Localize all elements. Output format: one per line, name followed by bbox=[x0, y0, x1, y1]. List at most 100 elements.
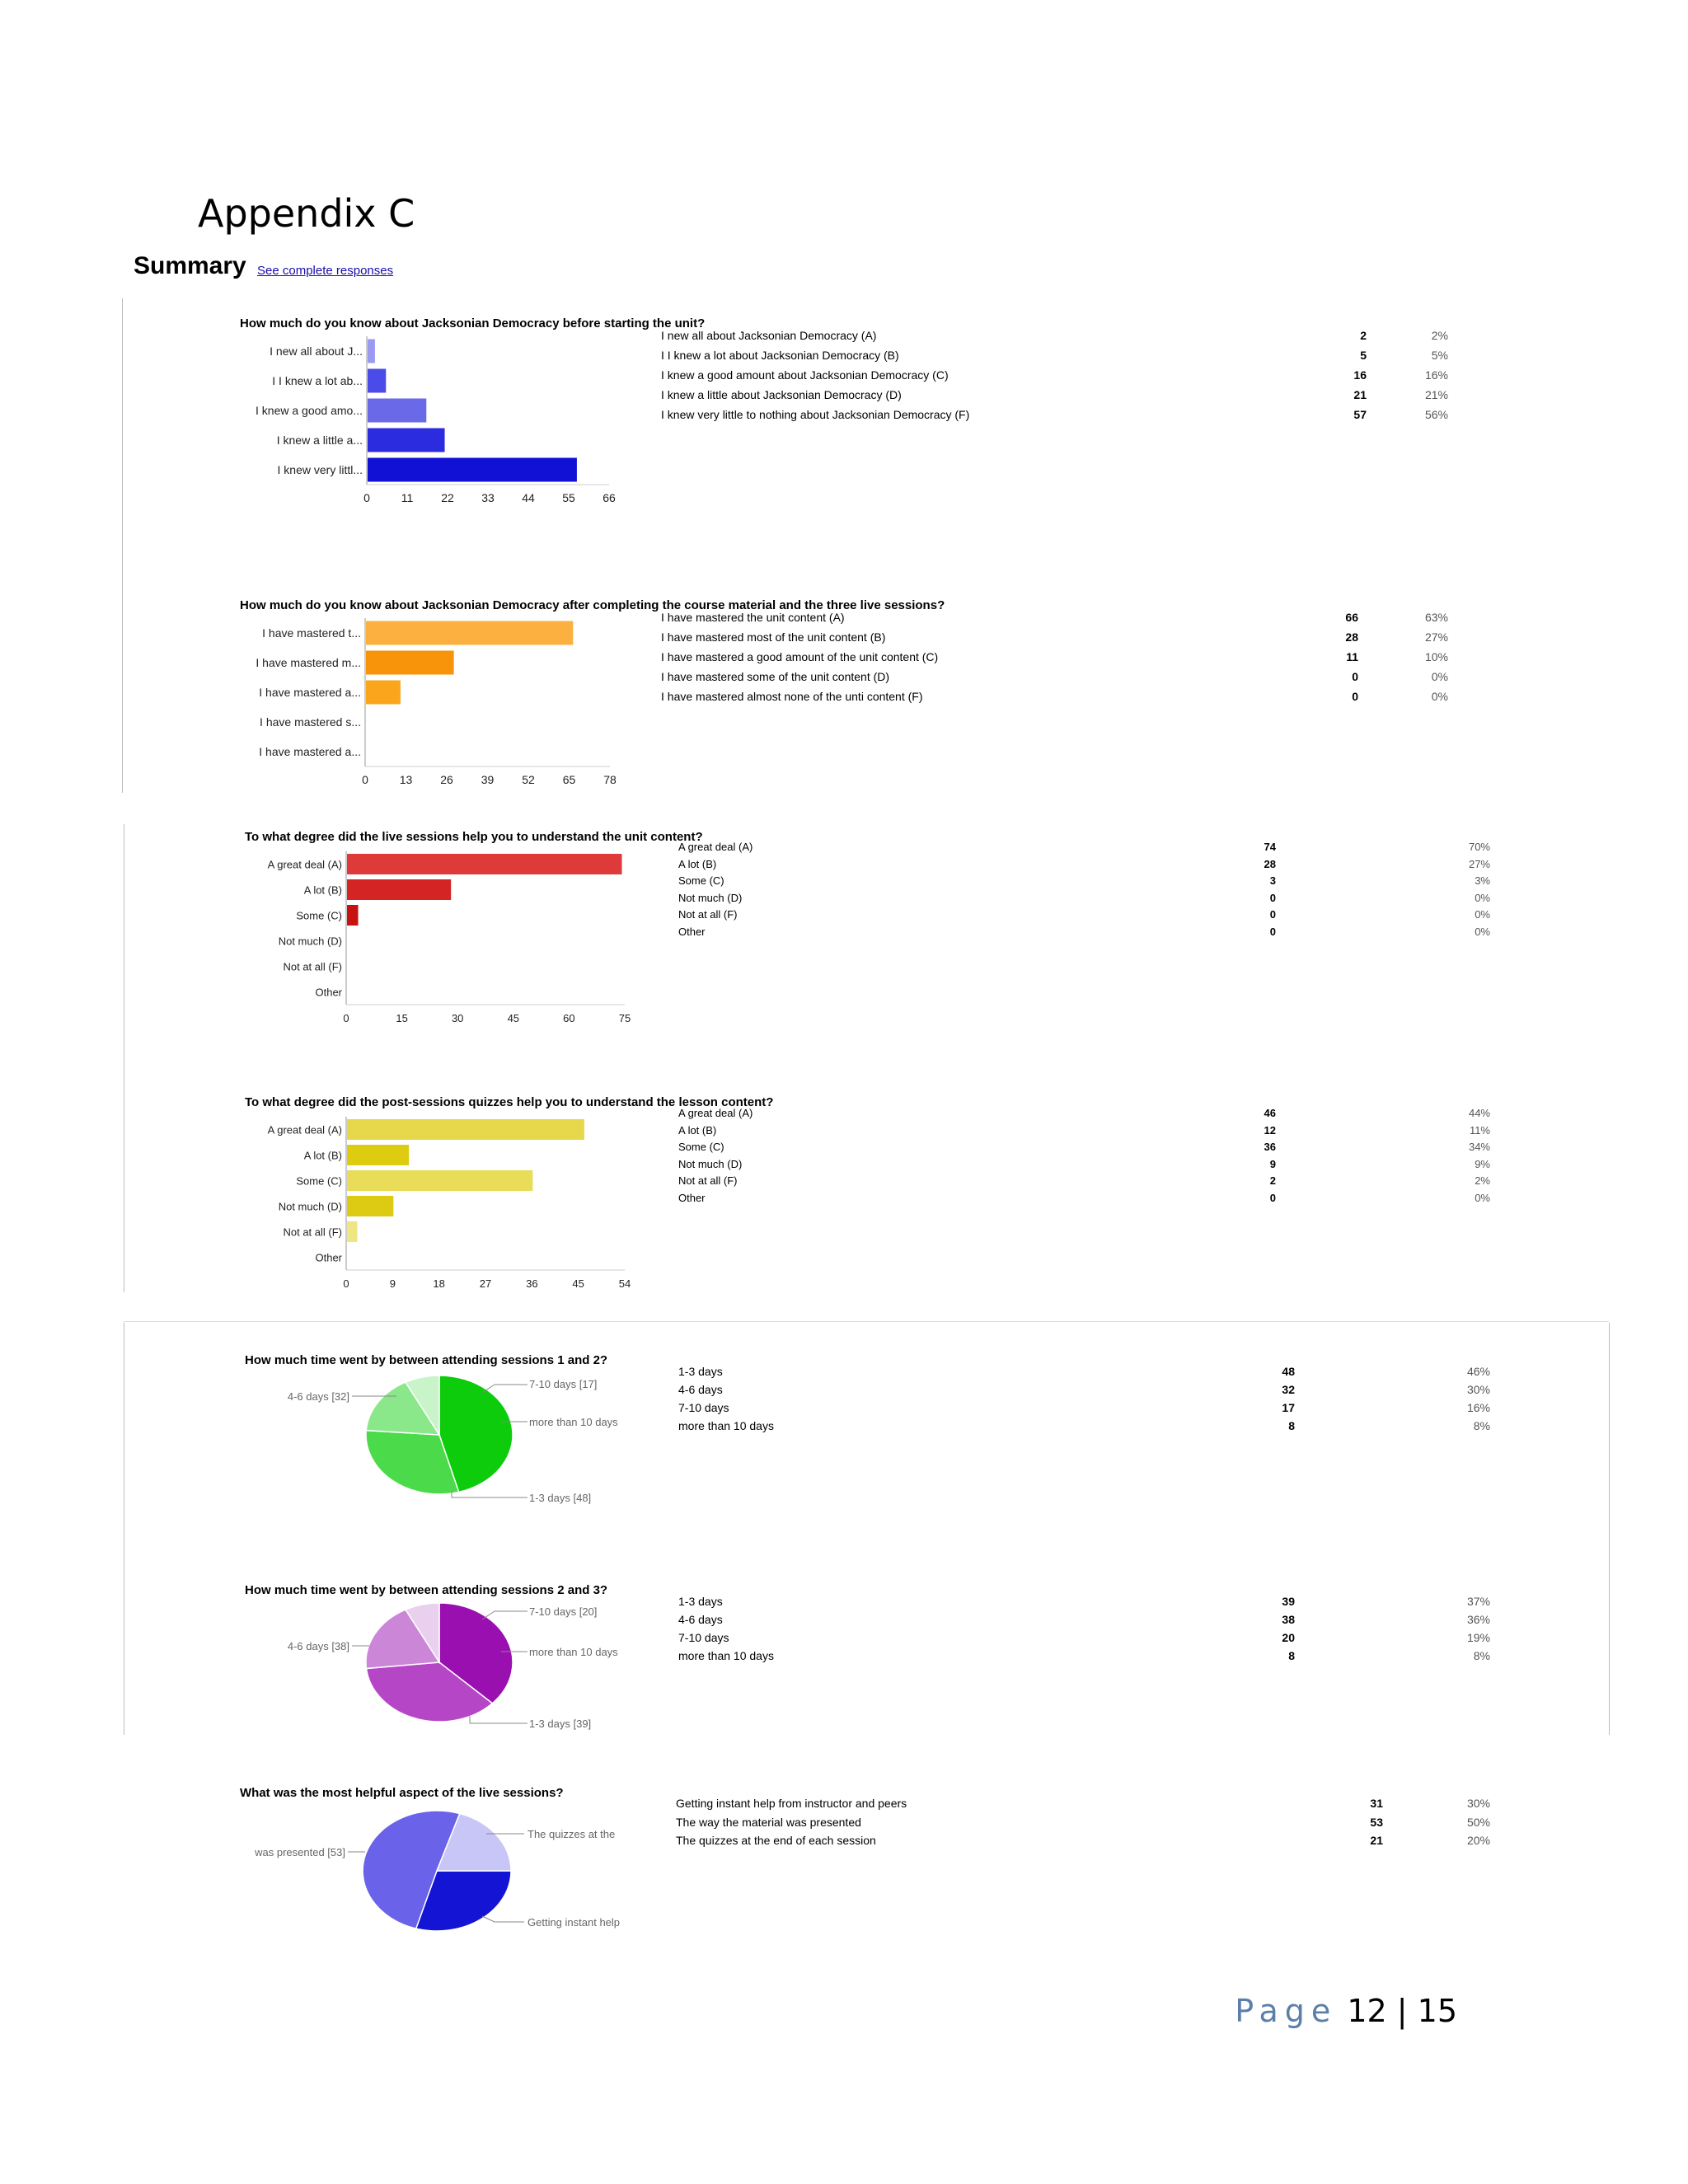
response-count: 2 bbox=[1360, 329, 1367, 342]
pie-slice bbox=[365, 1381, 441, 1436]
response-count: 16 bbox=[1353, 368, 1367, 382]
callout-leader-line bbox=[481, 1610, 528, 1620]
appendix-title: Appendix C bbox=[198, 191, 415, 236]
response-percent: 11% bbox=[1469, 1123, 1490, 1137]
answer-label: I knew very little to nothing about Jack… bbox=[661, 408, 970, 421]
x-tick-label: 75 bbox=[619, 1012, 631, 1024]
x-tick-label: 66 bbox=[603, 491, 616, 504]
response-percent: 37% bbox=[1466, 1595, 1490, 1608]
bar bbox=[347, 879, 452, 900]
x-tick-label: 18 bbox=[433, 1277, 444, 1290]
pie-slice bbox=[365, 1661, 494, 1722]
pie-callout-label: 4-6 days [32] bbox=[288, 1390, 349, 1403]
response-percent: 10% bbox=[1424, 650, 1448, 663]
answer-label: The way the material was presented bbox=[676, 1815, 861, 1829]
answer-label: I have mastered most of the unit content… bbox=[661, 630, 886, 644]
bar-category-label: Not at all (F) bbox=[283, 961, 342, 973]
response-count: 0 bbox=[1269, 925, 1276, 938]
see-complete-responses-link[interactable]: See complete responses bbox=[257, 264, 394, 278]
x-tick-label: 65 bbox=[563, 773, 576, 786]
response-count: 0 bbox=[1269, 891, 1276, 904]
response-percent: 16% bbox=[1466, 1401, 1490, 1414]
pie-callout-label: The quizzes at the bbox=[528, 1828, 615, 1840]
response-count: 38 bbox=[1282, 1613, 1295, 1626]
x-tick-label: 0 bbox=[343, 1012, 349, 1024]
response-percent: 8% bbox=[1473, 1649, 1490, 1662]
response-percent: 63% bbox=[1424, 611, 1448, 624]
response-count: 8 bbox=[1288, 1649, 1295, 1662]
answer-label: 4-6 days bbox=[678, 1613, 723, 1626]
callout-leader-line bbox=[481, 1915, 524, 1923]
bar bbox=[347, 1221, 358, 1242]
bar-category-label: Not much (D) bbox=[279, 1201, 342, 1213]
answer-label: I I knew a lot about Jacksonian Democrac… bbox=[661, 349, 899, 362]
answer-label: 1-3 days bbox=[678, 1365, 723, 1378]
bar-category-label: I have mastered t... bbox=[262, 626, 361, 640]
response-count: 5 bbox=[1360, 349, 1367, 362]
bar bbox=[368, 368, 387, 393]
response-count: 31 bbox=[1370, 1797, 1383, 1810]
x-tick-label: 0 bbox=[362, 773, 368, 786]
bar bbox=[347, 1119, 584, 1140]
x-tick-label: 78 bbox=[603, 773, 617, 786]
response-percent: 0% bbox=[1475, 925, 1490, 938]
x-tick-label: 30 bbox=[452, 1012, 463, 1024]
x-tick-label: 54 bbox=[619, 1277, 631, 1290]
pie-callout-label: more than 10 days bbox=[529, 1416, 618, 1428]
bar-category-label: Not much (D) bbox=[279, 935, 342, 948]
x-tick-label: 11 bbox=[401, 491, 414, 504]
bar-category-label: Other bbox=[315, 1252, 342, 1264]
x-tick-label: 60 bbox=[563, 1012, 574, 1024]
response-percent: 5% bbox=[1431, 349, 1448, 362]
x-tick-label: 44 bbox=[522, 491, 535, 504]
pie-slice bbox=[438, 1602, 513, 1704]
x-tick-label: 0 bbox=[343, 1277, 349, 1290]
response-count: 3 bbox=[1269, 874, 1276, 887]
answer-label: 4-6 days bbox=[678, 1383, 723, 1396]
response-percent: 27% bbox=[1424, 630, 1448, 644]
answer-label: A lot (B) bbox=[678, 1123, 717, 1137]
answer-label: more than 10 days bbox=[678, 1419, 774, 1432]
response-percent: 2% bbox=[1431, 329, 1448, 342]
answer-label: The quizzes at the end of each session bbox=[676, 1834, 876, 1847]
response-count: 66 bbox=[1345, 611, 1358, 624]
bar-category-label: I I knew a lot ab... bbox=[272, 374, 363, 387]
response-percent: 3% bbox=[1475, 874, 1490, 887]
answer-label: Getting instant help from instructor and… bbox=[676, 1797, 907, 1810]
response-count: 0 bbox=[1352, 670, 1358, 683]
response-percent: 2% bbox=[1475, 1174, 1490, 1187]
response-percent: 16% bbox=[1424, 368, 1448, 382]
x-tick-label: 27 bbox=[480, 1277, 491, 1290]
answer-label: Not at all (F) bbox=[678, 908, 738, 921]
pie-callout-label: 7-10 days [20] bbox=[529, 1605, 597, 1618]
callout-leader-line bbox=[481, 1384, 528, 1394]
pie-slice bbox=[365, 1429, 460, 1495]
pie-slice bbox=[362, 1810, 461, 1929]
frame-line bbox=[122, 298, 123, 793]
answer-label: more than 10 days bbox=[678, 1649, 774, 1662]
pie-slice bbox=[404, 1375, 440, 1437]
callout-leader-line bbox=[469, 1716, 528, 1724]
answer-label: A great deal (A) bbox=[678, 841, 753, 853]
bar-category-label: I knew a good amo... bbox=[256, 404, 363, 417]
x-tick-label: 55 bbox=[562, 491, 575, 504]
bar bbox=[347, 1196, 394, 1216]
answer-label: I knew a good amount about Jacksonian De… bbox=[661, 368, 949, 382]
question-title: What was the most helpful aspect of the … bbox=[240, 1786, 564, 1800]
answer-label: I have mastered the unit content (A) bbox=[661, 611, 845, 624]
answer-label: Not at all (F) bbox=[678, 1174, 738, 1187]
pie-callout-label: was presented [53] bbox=[254, 1846, 345, 1858]
response-percent: 0% bbox=[1475, 891, 1490, 904]
bar-category-label: A great deal (A) bbox=[268, 859, 342, 871]
bar-category-label: I have mastered m... bbox=[256, 656, 361, 669]
bar-category-label: Not at all (F) bbox=[283, 1226, 342, 1239]
bar bbox=[368, 339, 375, 363]
response-percent: 21% bbox=[1424, 388, 1448, 401]
response-percent: 8% bbox=[1473, 1419, 1490, 1432]
answer-label: Some (C) bbox=[678, 874, 724, 887]
answer-label: Some (C) bbox=[678, 1141, 724, 1153]
